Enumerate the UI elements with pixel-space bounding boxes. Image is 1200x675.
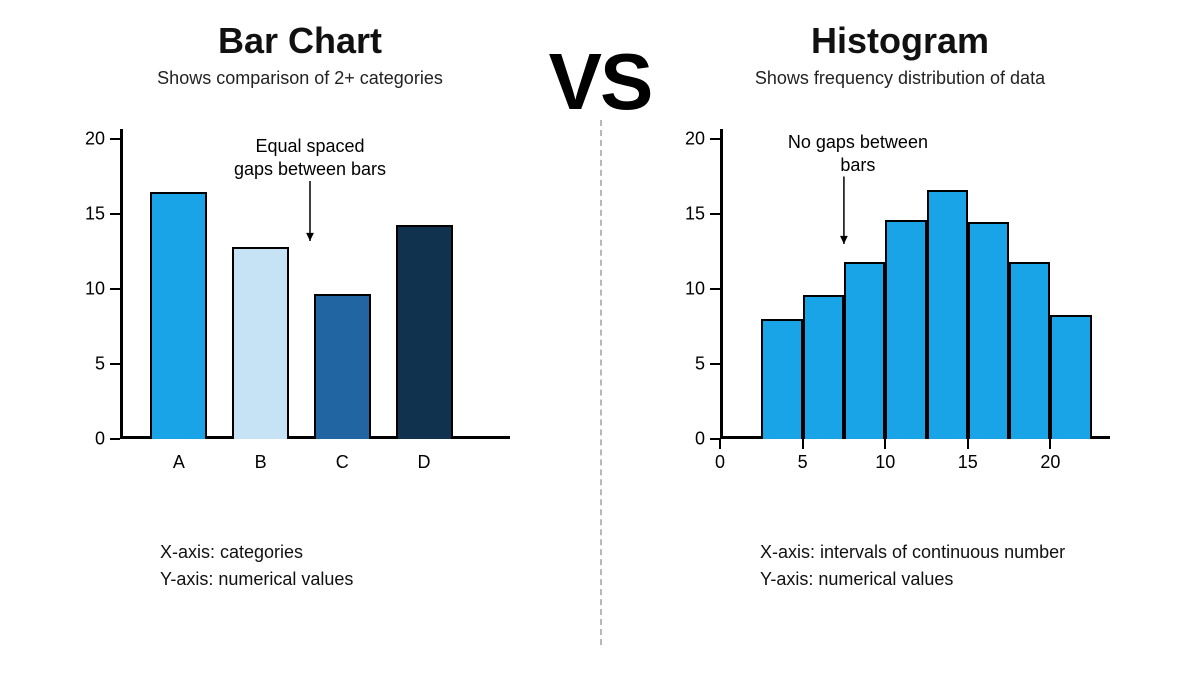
x-tick — [802, 439, 804, 449]
y-tick-label: 15 — [675, 204, 705, 225]
annotation-arrow — [720, 139, 1100, 439]
nogap-annotation: No gaps between bars — [788, 131, 928, 178]
right-notes: X-axis: intervals of continuous number Y… — [760, 539, 1160, 593]
comparison-container: VS Bar Chart Shows comparison of 2+ cate… — [0, 0, 1200, 675]
histogram-chart: 0510152005101520No gaps betweenbars — [640, 139, 1160, 479]
y-tick-label: 5 — [75, 354, 105, 375]
vs-label: VS — [549, 36, 652, 128]
gap-annotation: Equal spaced gaps between bars — [234, 135, 386, 182]
left-panel: Bar Chart Shows comparison of 2+ categor… — [0, 0, 600, 675]
right-subtitle: Shows frequency distribution of data — [640, 68, 1160, 89]
y-tick — [110, 288, 120, 290]
annotation-line2: gaps between bars — [234, 159, 386, 179]
right-note-x: X-axis: intervals of continuous number — [760, 539, 1160, 566]
left-subtitle: Shows comparison of 2+ categories — [40, 68, 560, 89]
x-tick-label: A — [173, 452, 185, 473]
x-tick-label: 5 — [798, 452, 808, 473]
y-tick-label: 20 — [75, 129, 105, 150]
y-tick — [110, 213, 120, 215]
annotation-line2: bars — [840, 155, 875, 175]
y-tick-label: 0 — [675, 429, 705, 450]
y-tick — [110, 438, 120, 440]
y-tick-label: 15 — [75, 204, 105, 225]
x-tick-label: B — [255, 452, 267, 473]
left-note-y: Y-axis: numerical values — [160, 566, 560, 593]
right-title: Histogram — [640, 20, 1160, 62]
y-tick-label: 0 — [75, 429, 105, 450]
x-tick-label: C — [336, 452, 349, 473]
y-tick — [710, 363, 720, 365]
x-tick — [967, 439, 969, 449]
annotation-arrow — [120, 139, 500, 439]
left-note-x: X-axis: categories — [160, 539, 560, 566]
right-note-y: Y-axis: numerical values — [760, 566, 1160, 593]
bar-chart: 05101520ABCDEqual spacedgaps between bar… — [40, 139, 560, 479]
x-tick-label: 0 — [715, 452, 725, 473]
y-tick-label: 5 — [675, 354, 705, 375]
x-tick-label: 20 — [1040, 452, 1060, 473]
y-tick-label: 20 — [675, 129, 705, 150]
x-tick — [719, 439, 721, 449]
x-tick — [1049, 439, 1051, 449]
right-panel: Histogram Shows frequency distribution o… — [600, 0, 1200, 675]
annotation-line1: Equal spaced — [255, 136, 364, 156]
left-title: Bar Chart — [40, 20, 560, 62]
annotation-line1: No gaps between — [788, 132, 928, 152]
x-tick-label: D — [418, 452, 431, 473]
x-tick-label: 15 — [958, 452, 978, 473]
y-tick — [710, 288, 720, 290]
vertical-divider — [600, 120, 602, 645]
y-tick — [110, 138, 120, 140]
y-tick-label: 10 — [675, 279, 705, 300]
y-tick — [110, 363, 120, 365]
x-tick — [884, 439, 886, 449]
y-tick — [710, 138, 720, 140]
left-notes: X-axis: categories Y-axis: numerical val… — [160, 539, 560, 593]
y-tick-label: 10 — [75, 279, 105, 300]
x-tick-label: 10 — [875, 452, 895, 473]
y-tick — [710, 213, 720, 215]
